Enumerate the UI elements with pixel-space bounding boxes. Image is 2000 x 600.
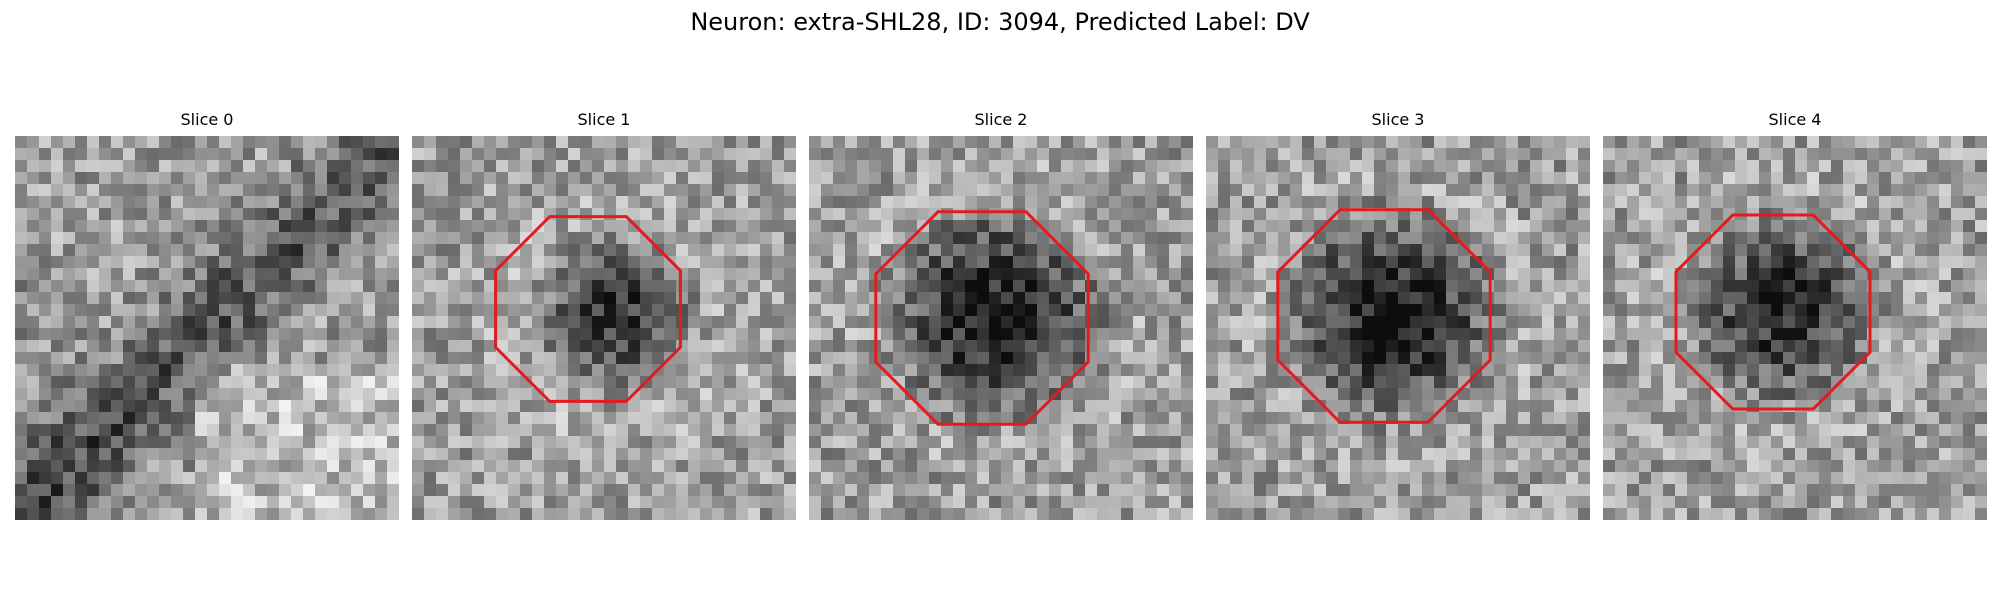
slice-panel-4: Slice 4 bbox=[1603, 108, 1987, 520]
roi-outline bbox=[1276, 208, 1492, 424]
slice-image bbox=[412, 136, 796, 520]
slice-title: Slice 4 bbox=[1768, 110, 1822, 129]
slice-title: Slice 1 bbox=[577, 110, 631, 129]
slice-title: Slice 2 bbox=[974, 110, 1028, 129]
slice-image bbox=[1603, 136, 1987, 520]
figure-title: Neuron: extra-SHL28, ID: 3094, Predicted… bbox=[690, 8, 1310, 36]
pixel-grid bbox=[1603, 136, 1987, 520]
slice-panel-3: Slice 3 bbox=[1206, 108, 1590, 520]
slice-image bbox=[15, 136, 399, 520]
slice-panel-0: Slice 0 bbox=[15, 108, 399, 520]
slice-image bbox=[1206, 136, 1590, 520]
pixel-grid bbox=[1206, 136, 1590, 520]
slice-panel-2: Slice 2 bbox=[809, 108, 1193, 520]
pixel-grid bbox=[15, 136, 399, 520]
pixel-grid bbox=[809, 136, 1193, 520]
slice-image bbox=[809, 136, 1193, 520]
slice-title: Slice 3 bbox=[1371, 110, 1425, 129]
slice-panel-1: Slice 1 bbox=[412, 108, 796, 520]
roi-outline bbox=[1674, 213, 1872, 411]
roi-outline bbox=[494, 215, 682, 403]
roi-outline bbox=[874, 210, 1090, 426]
pixel-grid bbox=[412, 136, 796, 520]
slice-title: Slice 0 bbox=[180, 110, 234, 129]
